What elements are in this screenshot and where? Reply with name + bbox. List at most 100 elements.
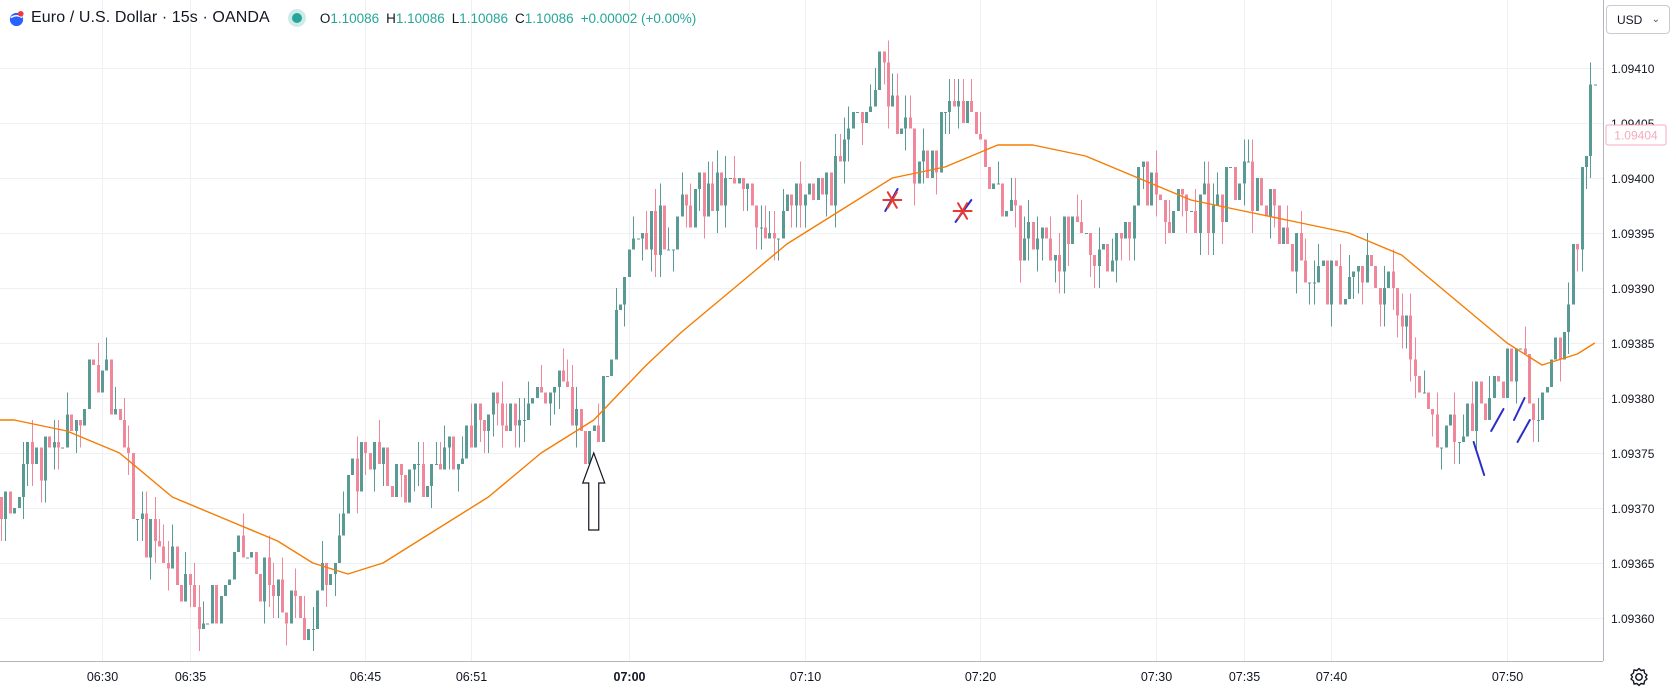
symbol-title[interactable]: Euro / U.S. Dollar · 15s · OANDA <box>31 9 270 26</box>
price-tick-label: 1.09380 <box>1611 392 1655 406</box>
candle-body <box>1045 227 1048 239</box>
candle-body <box>40 447 43 481</box>
candle-body <box>997 183 1000 185</box>
candle-body <box>962 101 965 123</box>
time-tick-label: 07:20 <box>965 670 996 684</box>
price-tick-label: 1.09385 <box>1611 337 1655 351</box>
candle-body <box>676 216 679 250</box>
price-tick-label: 1.09395 <box>1611 227 1655 241</box>
market-status-icon[interactable] <box>291 13 302 23</box>
candle-body <box>922 150 925 162</box>
candle-body <box>501 403 504 426</box>
candle-body <box>909 117 912 129</box>
candle-body <box>1093 255 1096 266</box>
candle-body <box>571 387 574 426</box>
star-marker <box>957 202 969 220</box>
candle-body <box>509 403 512 431</box>
candle-body <box>619 304 622 310</box>
candle-body <box>1453 414 1456 442</box>
candle-body <box>303 618 306 640</box>
candle-body <box>1291 244 1294 272</box>
candle-body <box>176 546 179 585</box>
candle-body <box>92 359 95 365</box>
currency-label: USD <box>1617 12 1643 27</box>
candle-body <box>193 585 196 607</box>
price-axis[interactable]: 1.09360 1.09365 1.09370 1.09375 1.09380 1.093… <box>1611 62 1655 626</box>
candle-body <box>351 458 354 475</box>
candle-body <box>1115 233 1118 261</box>
candle-body <box>88 359 91 409</box>
candle-body <box>1374 266 1377 288</box>
candle-body <box>698 172 701 189</box>
candle-body <box>1247 161 1250 163</box>
candle-body <box>1326 260 1329 305</box>
candle-body <box>180 585 183 602</box>
oanda-globe-icon[interactable] <box>8 10 25 27</box>
candle-body <box>1348 277 1351 299</box>
candle-body <box>782 211 785 239</box>
annotation-stroke <box>1490 408 1505 432</box>
candle-body <box>1462 436 1465 442</box>
candle-body <box>1576 244 1579 250</box>
candle-body <box>645 233 648 250</box>
candle-body <box>817 178 820 200</box>
candle-body <box>184 574 187 602</box>
candle-body <box>1537 420 1540 421</box>
candle-body <box>1519 348 1522 350</box>
candle-body <box>874 90 877 107</box>
candle-body <box>294 590 297 596</box>
candle-body <box>966 101 969 123</box>
candle-body <box>1106 244 1109 272</box>
candle-body <box>1089 233 1092 255</box>
candle-body <box>865 112 868 123</box>
candle-body <box>237 535 240 552</box>
candle-body <box>1010 200 1013 211</box>
candle-body <box>1471 403 1474 431</box>
candle-body <box>808 183 811 195</box>
gear-icon[interactable] <box>1627 665 1651 689</box>
candle-body <box>1392 271 1395 288</box>
candle-body <box>1071 216 1074 244</box>
candle-body <box>667 249 670 251</box>
candle-body <box>839 156 842 162</box>
candle-body <box>1133 205 1136 239</box>
candle-body <box>1515 348 1518 382</box>
price-tick-label: 1.09375 <box>1611 447 1655 461</box>
candle-body <box>373 442 376 470</box>
time-tick-label: 07:35 <box>1229 670 1260 684</box>
candle-body <box>48 436 51 448</box>
candle-body <box>843 139 846 162</box>
candle-body <box>1063 216 1066 272</box>
candle-body <box>566 381 569 387</box>
candle-body <box>821 178 824 195</box>
candle-body <box>338 535 341 563</box>
candle-body <box>703 172 706 217</box>
candle-body <box>1295 233 1298 272</box>
grid <box>0 0 1603 661</box>
candle-body <box>768 233 771 239</box>
currency-select[interactable]: USD ⌄ <box>1606 5 1670 34</box>
candle-body <box>988 167 991 189</box>
candle-body <box>426 486 429 497</box>
candle-body <box>215 585 218 624</box>
candle-body <box>1436 414 1439 448</box>
candle-body <box>1493 376 1496 398</box>
candle-body <box>57 442 60 448</box>
candle-body <box>1589 84 1592 156</box>
candle-body <box>347 475 350 514</box>
high-label: H <box>386 10 396 26</box>
last-price-label: 1.09404 <box>1605 124 1667 146</box>
candle-body <box>1111 260 1114 272</box>
time-axis[interactable]: 06:30 06:35 06:45 06:51 07:00 07:10 07:20 07:30… <box>87 670 1523 684</box>
candle-body <box>1502 381 1505 398</box>
candle-body <box>83 409 86 426</box>
candle-body <box>694 189 697 228</box>
candle-body <box>1159 194 1162 200</box>
candle-body <box>720 172 723 206</box>
candle-body <box>413 464 416 470</box>
candle-body <box>329 574 332 585</box>
candle-body <box>760 227 763 229</box>
candle-body <box>1401 315 1404 327</box>
